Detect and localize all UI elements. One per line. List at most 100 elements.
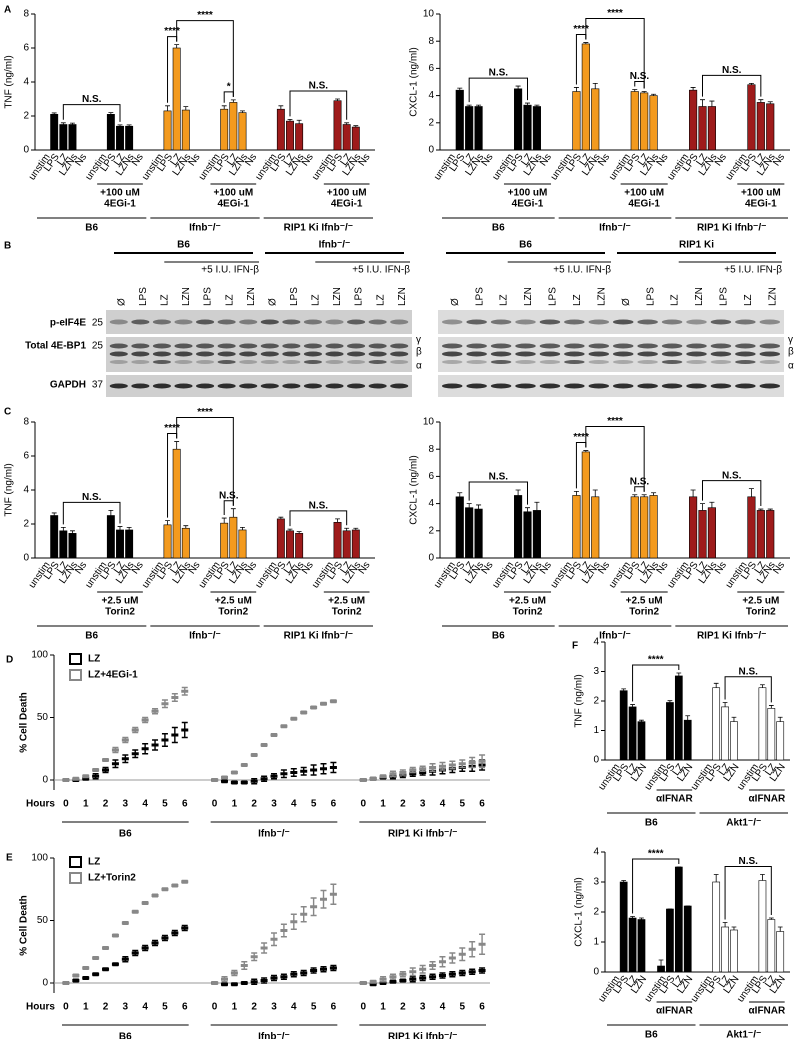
significance-label: ****: [648, 849, 664, 860]
error-bar: [760, 874, 765, 881]
bar: [721, 706, 729, 761]
blot-band: [303, 319, 322, 325]
blot-band: [637, 351, 658, 357]
blot-band: [441, 319, 463, 325]
point: [240, 964, 248, 967]
blot-band: [260, 343, 279, 349]
point: [300, 769, 308, 773]
blot-band: [539, 351, 561, 357]
blot-band: [217, 351, 236, 357]
error-bar: [534, 104, 540, 107]
treatment-label: 4EGi-1: [745, 199, 777, 210]
blot-band: [588, 383, 610, 389]
y-axis-label: CXCL-1 (ng/ml): [409, 455, 420, 524]
bar: [172, 47, 181, 151]
blot-band: [564, 383, 585, 389]
blot-band: [260, 319, 279, 325]
x-tick-label: 3: [271, 1002, 277, 1013]
error-bar: [278, 105, 284, 110]
error-bar: [641, 91, 647, 93]
y-tick-label: 10: [423, 417, 435, 428]
blot-band: [588, 319, 610, 325]
x-tick-label: 1: [83, 1002, 89, 1013]
blot-band: [490, 343, 512, 349]
y-tick-label: 4: [23, 485, 29, 496]
bar: [591, 496, 600, 559]
point: [230, 971, 238, 975]
point: [409, 772, 417, 776]
lane-label: LZN: [332, 287, 343, 306]
y-axis-label: TNF (ng/ml): [574, 674, 585, 727]
blot-band: [539, 319, 561, 325]
bar: [776, 721, 785, 761]
bar: [295, 123, 304, 151]
blot-band: [686, 360, 707, 364]
point: [151, 709, 159, 713]
point: [468, 970, 476, 974]
point: [419, 767, 427, 771]
error-bar: [353, 527, 359, 530]
point: [310, 905, 318, 909]
significance-label: ****: [573, 432, 589, 443]
blot-band: [466, 360, 487, 364]
error-bar: [641, 494, 647, 497]
error-bar: [713, 682, 719, 688]
blot-strip: [438, 375, 784, 397]
treatment-label: +100 uM: [100, 188, 140, 199]
treatment-label: +100 uM: [213, 188, 253, 199]
genotype-label: RIP1 Ki: [679, 240, 714, 251]
x-tick-label: LZ: [55, 560, 71, 576]
bar: [628, 706, 637, 761]
point: [102, 967, 110, 971]
treatment-label: Torin2: [105, 607, 135, 618]
significance-label: ****: [573, 24, 589, 35]
significance-label: N.S.: [738, 666, 758, 677]
point: [92, 956, 100, 960]
point: [211, 981, 219, 985]
significance-bracket: [632, 664, 680, 702]
error-bar: [768, 917, 774, 920]
significance-bracket: [724, 676, 772, 703]
error-bar: [183, 525, 189, 529]
point: [270, 774, 278, 778]
x-tick-label: 5: [162, 799, 168, 810]
blot-band: [710, 351, 732, 357]
point: [359, 981, 367, 985]
blot-strip: [438, 310, 784, 334]
error-bar: [731, 716, 737, 722]
error-bar: [768, 705, 774, 709]
point: [438, 960, 446, 964]
bar: [712, 687, 721, 761]
lane-label: LZ: [670, 294, 681, 306]
bar: [532, 106, 541, 151]
x-tick-label: LZ: [112, 560, 128, 576]
error-bar: [758, 99, 764, 103]
error-bar: [621, 688, 627, 691]
significance-bracket: [702, 480, 762, 507]
x-tick-label: Ns: [771, 152, 787, 168]
isoform-label: β: [416, 347, 422, 358]
error-bar: [230, 508, 236, 518]
error-bar: [70, 530, 75, 534]
x-axis-label: Hours: [26, 799, 55, 810]
error-bar: [632, 494, 638, 497]
point: [250, 779, 258, 783]
x-tick-label: LZ: [763, 974, 779, 990]
lane-label: LPS: [719, 287, 730, 306]
blot-band: [282, 383, 301, 389]
y-tick-label: 3: [593, 877, 599, 888]
y-tick-label: 4: [593, 637, 599, 648]
blot-band: [661, 383, 683, 389]
error-bar: [296, 119, 302, 124]
x-tick-label: 2: [400, 799, 406, 810]
mw-marker: 25: [92, 318, 104, 329]
blot-band: [347, 383, 366, 389]
blot-band: [515, 351, 536, 357]
blot-band: [174, 343, 193, 349]
error-bar: [709, 100, 715, 107]
treatment-label: Torin2: [629, 607, 659, 618]
treatment-label: +100 uM: [741, 188, 781, 199]
x-tick-label: LZ: [694, 560, 710, 576]
significance-bracket: [62, 104, 121, 122]
blot-band: [131, 360, 150, 364]
